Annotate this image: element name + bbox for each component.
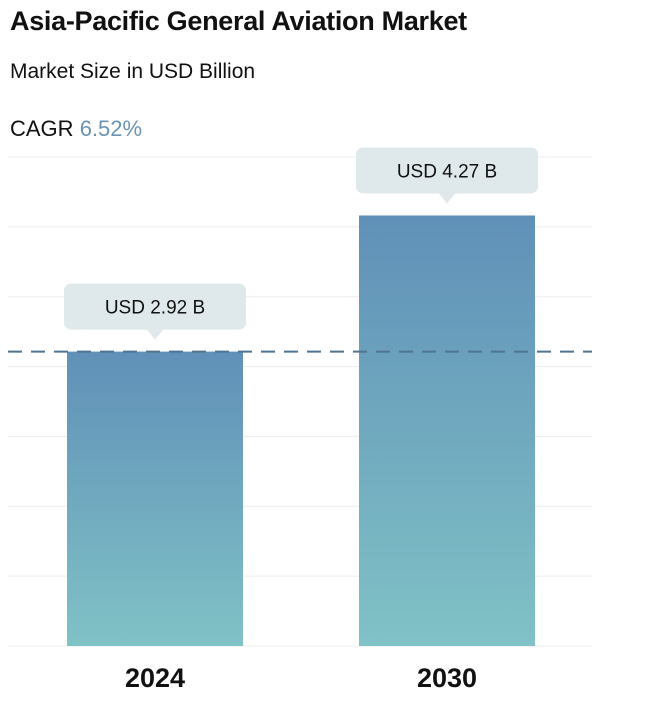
x-tick-2030: 2030: [417, 663, 477, 693]
bar-2024: [67, 352, 243, 646]
bar-2030: [359, 215, 535, 646]
bars: [67, 215, 535, 646]
data-label-pointer: [147, 330, 163, 340]
data-label-2030: USD 4.27 B: [356, 147, 538, 203]
x-axis-ticks: 2024 2030: [125, 663, 477, 693]
data-label-2024: USD 2.92 B: [64, 284, 246, 340]
x-tick-2024: 2024: [125, 663, 185, 693]
data-label-pointer: [439, 193, 455, 203]
data-label-text: USD 4.27 B: [397, 161, 497, 182]
data-label-text: USD 2.92 B: [105, 298, 205, 319]
